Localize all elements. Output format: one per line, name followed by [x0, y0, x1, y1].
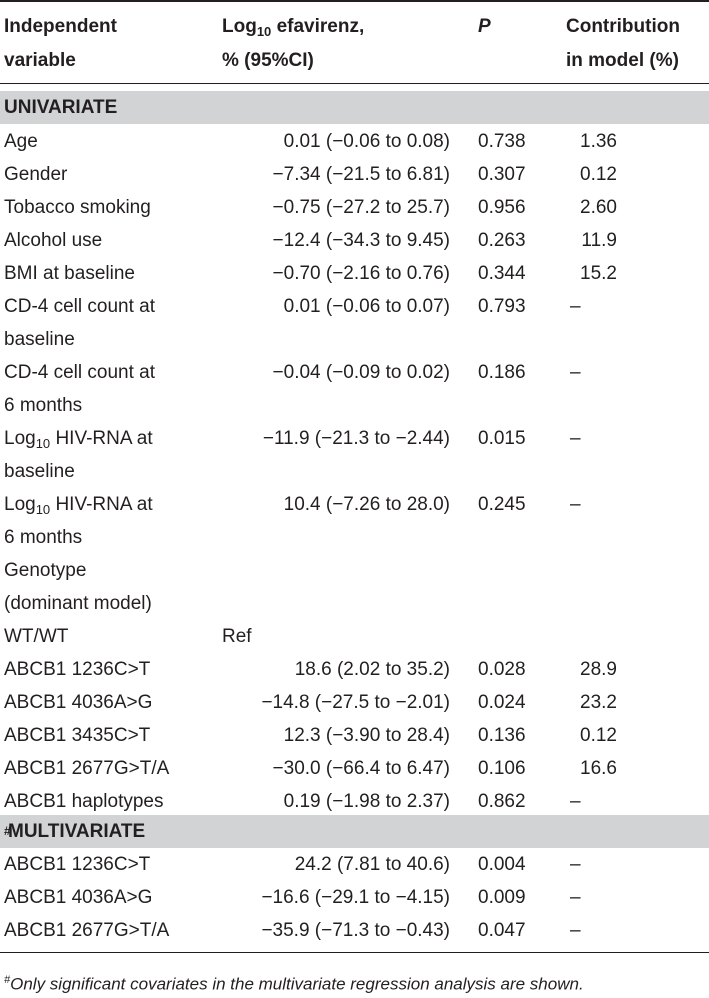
estimate-ci: 10.4 (−7.26 to 28.0) — [283, 494, 450, 515]
contribution: – — [570, 920, 581, 941]
contribution: – — [570, 494, 581, 515]
header-log-efavirenz-line2: % (95%CI) — [222, 50, 314, 71]
estimate-ci: −16.6 (−29.1 to −4.15) — [261, 887, 450, 908]
estimate-ci: 0.19 (−1.98 to 2.37) — [283, 791, 450, 812]
estimate-ci: −14.8 (−27.5 to −2.01) — [261, 692, 450, 713]
variable-name: Alcohol use — [4, 230, 103, 251]
contribution: – — [570, 791, 581, 812]
contribution: 0.12 — [580, 725, 617, 746]
variable-name: WT/WT — [4, 626, 69, 647]
variable-name: CD-4 cell count at — [4, 296, 156, 317]
estimate-ci: −7.34 (−21.5 to 6.81) — [272, 164, 450, 185]
p-value: 0.186 — [478, 362, 526, 383]
estimate-ci: −12.4 (−34.3 to 9.45) — [272, 230, 450, 251]
section-univariate: UNIVARIATE — [0, 91, 709, 124]
variable-name: Gender — [4, 164, 68, 185]
contribution: 15.2 — [580, 263, 617, 284]
estimate-ci: 24.2 (7.81 to 40.6) — [294, 854, 450, 875]
header-independent-variable-line1: Independent — [4, 16, 117, 37]
table-top-rule — [0, 0, 709, 2]
estimate-ci: 0.01 (−0.06 to 0.07) — [283, 296, 450, 317]
table-bottom-rule — [0, 952, 709, 953]
p-value: 0.015 — [478, 428, 526, 449]
section-multivariate: MULTIVARIATE # — [0, 815, 709, 848]
contribution: – — [570, 296, 581, 317]
variable-name: ABCB1 1236C>T — [4, 854, 151, 875]
contribution: 1.36 — [580, 131, 617, 152]
p-value: 0.263 — [478, 230, 526, 251]
estimate-ci: −35.9 (−71.3 to −0.43) — [261, 920, 450, 941]
contribution: 2.60 — [580, 197, 617, 218]
p-value: 0.793 — [478, 296, 526, 317]
header-bottom-rule — [0, 83, 709, 84]
variable-name: 6 months — [4, 395, 83, 416]
estimate-ci: −30.0 (−66.4 to 6.47) — [272, 758, 450, 779]
contribution: – — [570, 854, 581, 875]
p-value: 0.956 — [478, 197, 526, 218]
estimate-ci: 0.01 (−0.06 to 0.08) — [283, 131, 450, 152]
p-value: 0.862 — [478, 791, 526, 812]
section-multivariate-label: MULTIVARIATE # — [4, 821, 146, 842]
variable-name: ABCB1 2677G>T/A — [4, 758, 170, 779]
p-value: 0.024 — [478, 692, 526, 713]
p-value: 0.047 — [478, 920, 526, 941]
p-value: 0.106 — [478, 758, 526, 779]
contribution: 16.6 — [580, 758, 617, 779]
contribution: 11.9 — [581, 230, 617, 251]
contribution: – — [570, 428, 581, 449]
p-value: 0.028 — [478, 659, 526, 680]
estimate-ci: −0.75 (−27.2 to 25.7) — [272, 197, 450, 218]
p-value: 0.245 — [478, 494, 526, 515]
contribution: – — [570, 887, 581, 908]
contribution: – — [570, 362, 581, 383]
estimate-ci: −0.04 (−0.09 to 0.02) — [272, 362, 450, 383]
contribution: 28.9 — [580, 659, 617, 680]
variable-name: ABCB1 haplotypes — [4, 791, 164, 812]
header-independent-variable-line2: variable — [4, 50, 76, 71]
variable-name: ABCB1 2677G>T/A — [4, 920, 170, 941]
variable-name: ABCB1 3435C>T — [4, 725, 151, 746]
p-value: 0.344 — [478, 263, 526, 284]
estimate-ci: 18.6 (2.02 to 35.2) — [294, 659, 450, 680]
p-value: 0.738 — [478, 131, 526, 152]
header-contribution-line1: Contribution — [566, 16, 680, 37]
p-value: 0.004 — [478, 854, 526, 875]
estimate-ci: Ref — [222, 626, 252, 647]
contribution: 23.2 — [580, 692, 617, 713]
section-univariate-label: UNIVARIATE — [4, 97, 118, 118]
variable-name: BMI at baseline — [4, 263, 135, 284]
variable-name: CD-4 cell count at — [4, 362, 156, 383]
estimate-ci: −11.9 (−21.3 to −2.44) — [262, 428, 450, 449]
variable-name: Age — [4, 131, 38, 152]
header-contribution-line2: in model (%) — [566, 50, 679, 71]
header-log-efavirenz-line1: Log10 efavirenz, — [222, 16, 365, 39]
variable-name: Tobacco smoking — [4, 197, 151, 218]
p-value: 0.009 — [478, 887, 526, 908]
p-value: 0.307 — [478, 164, 526, 185]
header-p-value: P — [478, 16, 491, 37]
variable-name: baseline — [4, 329, 75, 350]
variable-name: ABCB1 1236C>T — [4, 659, 151, 680]
variable-name: (dominant model) — [4, 593, 152, 614]
variable-name: 6 months — [4, 527, 83, 548]
variable-name: Log10 HIV-RNA at — [4, 428, 153, 451]
estimate-ci: 12.3 (−3.90 to 28.4) — [283, 725, 450, 746]
variable-name: ABCB1 4036A>G — [4, 887, 153, 908]
variable-name: baseline — [4, 461, 75, 482]
variable-name: Log10 HIV-RNA at — [4, 494, 153, 517]
variable-name: ABCB1 4036A>G — [4, 692, 153, 713]
p-value: 0.136 — [478, 725, 526, 746]
table-footnote: #Only significant covariates in the mult… — [4, 974, 584, 994]
estimate-ci: −0.70 (−2.16 to 0.76) — [272, 263, 450, 284]
contribution: 0.12 — [580, 164, 617, 185]
variable-name: Genotype — [4, 560, 87, 581]
